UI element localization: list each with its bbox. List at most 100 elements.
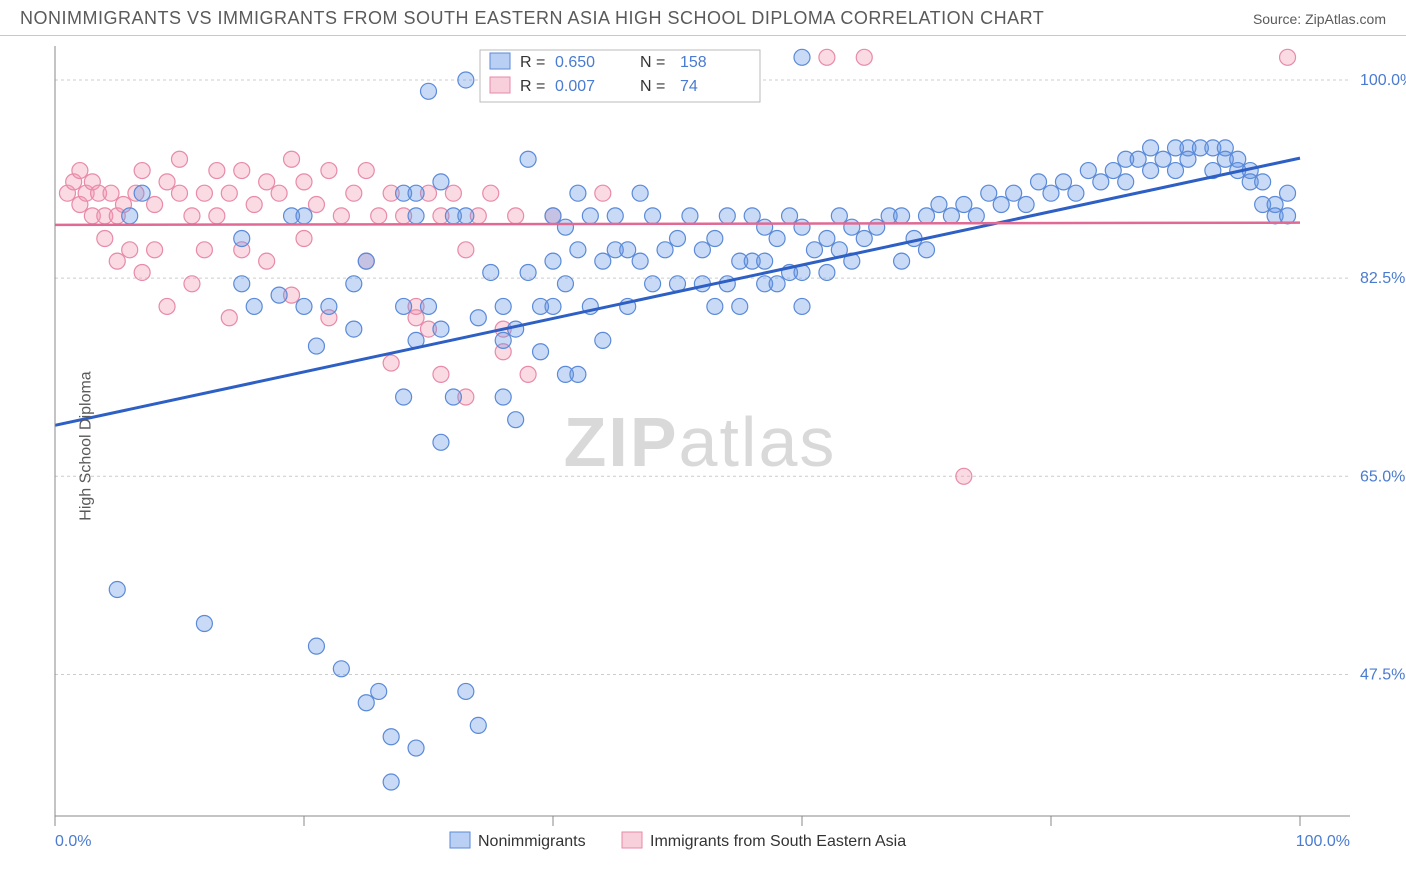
data-point: [931, 197, 947, 213]
data-point: [595, 332, 611, 348]
data-point: [819, 264, 835, 280]
data-point: [582, 208, 598, 224]
data-point: [1130, 151, 1146, 167]
data-point: [645, 276, 661, 292]
data-point: [794, 219, 810, 235]
data-point: [445, 389, 461, 405]
data-point: [757, 253, 773, 269]
ytick-label: 47.5%: [1360, 666, 1405, 683]
data-point: [919, 242, 935, 258]
data-point: [103, 185, 119, 201]
data-point: [595, 253, 611, 269]
data-point: [358, 695, 374, 711]
data-point: [284, 151, 300, 167]
data-point: [570, 185, 586, 201]
svg-text:R =: R =: [520, 78, 545, 95]
data-point: [358, 163, 374, 179]
data-point: [109, 253, 125, 269]
regression-line: [55, 223, 1300, 225]
data-point: [408, 208, 424, 224]
data-point: [346, 321, 362, 337]
data-point: [620, 242, 636, 258]
xtick-label: 0.0%: [55, 833, 91, 850]
data-point: [408, 740, 424, 756]
data-point: [445, 185, 461, 201]
data-point: [221, 185, 237, 201]
svg-text:N =: N =: [640, 78, 665, 95]
data-point: [296, 174, 312, 190]
data-point: [557, 276, 573, 292]
chart-area: High School Diploma 47.5%65.0%82.5%100.0…: [0, 36, 1406, 856]
data-point: [259, 253, 275, 269]
data-point: [458, 72, 474, 88]
data-point: [719, 276, 735, 292]
data-point: [1006, 185, 1022, 201]
data-point: [421, 83, 437, 99]
data-point: [495, 332, 511, 348]
data-point: [271, 185, 287, 201]
data-point: [470, 310, 486, 326]
data-point: [321, 298, 337, 314]
data-point: [894, 253, 910, 269]
data-point: [856, 231, 872, 247]
data-point: [209, 208, 225, 224]
data-point: [259, 174, 275, 190]
svg-text:0.007: 0.007: [555, 78, 595, 95]
data-point: [520, 151, 536, 167]
data-point: [757, 219, 773, 235]
data-point: [1093, 174, 1109, 190]
data-point: [545, 298, 561, 314]
data-point: [1143, 163, 1159, 179]
data-point: [172, 185, 188, 201]
data-point: [296, 231, 312, 247]
data-point: [1280, 49, 1296, 65]
data-point: [458, 683, 474, 699]
data-point: [794, 298, 810, 314]
data-point: [894, 208, 910, 224]
data-point: [109, 582, 125, 598]
data-point: [533, 344, 549, 360]
data-point: [943, 208, 959, 224]
data-point: [221, 310, 237, 326]
data-point: [371, 683, 387, 699]
data-point: [508, 208, 524, 224]
data-point: [147, 242, 163, 258]
data-point: [819, 49, 835, 65]
svg-text:0.650: 0.650: [555, 54, 595, 71]
data-point: [520, 264, 536, 280]
data-point: [919, 208, 935, 224]
data-point: [346, 185, 362, 201]
legend-label: Immigrants from South Eastern Asia: [650, 833, 906, 850]
data-point: [1105, 163, 1121, 179]
scatter-chart: 47.5%65.0%82.5%100.0%ZIPatlas0.0%100.0%R…: [0, 36, 1406, 856]
data-point: [296, 208, 312, 224]
data-point: [321, 163, 337, 179]
data-point: [993, 197, 1009, 213]
data-point: [632, 185, 648, 201]
data-point: [396, 298, 412, 314]
data-point: [670, 231, 686, 247]
data-point: [1043, 185, 1059, 201]
data-point: [196, 242, 212, 258]
legend-swatch: [450, 832, 470, 848]
data-point: [806, 242, 822, 258]
data-point: [122, 208, 138, 224]
data-point: [172, 151, 188, 167]
data-point: [831, 208, 847, 224]
data-point: [794, 49, 810, 65]
data-point: [856, 49, 872, 65]
data-point: [147, 197, 163, 213]
data-point: [371, 208, 387, 224]
data-point: [1018, 197, 1034, 213]
data-point: [557, 219, 573, 235]
data-point: [956, 468, 972, 484]
data-point: [732, 298, 748, 314]
data-point: [682, 208, 698, 224]
data-point: [956, 197, 972, 213]
data-point: [495, 298, 511, 314]
data-point: [134, 163, 150, 179]
data-point: [570, 242, 586, 258]
data-point: [981, 185, 997, 201]
data-point: [968, 208, 984, 224]
data-point: [184, 276, 200, 292]
